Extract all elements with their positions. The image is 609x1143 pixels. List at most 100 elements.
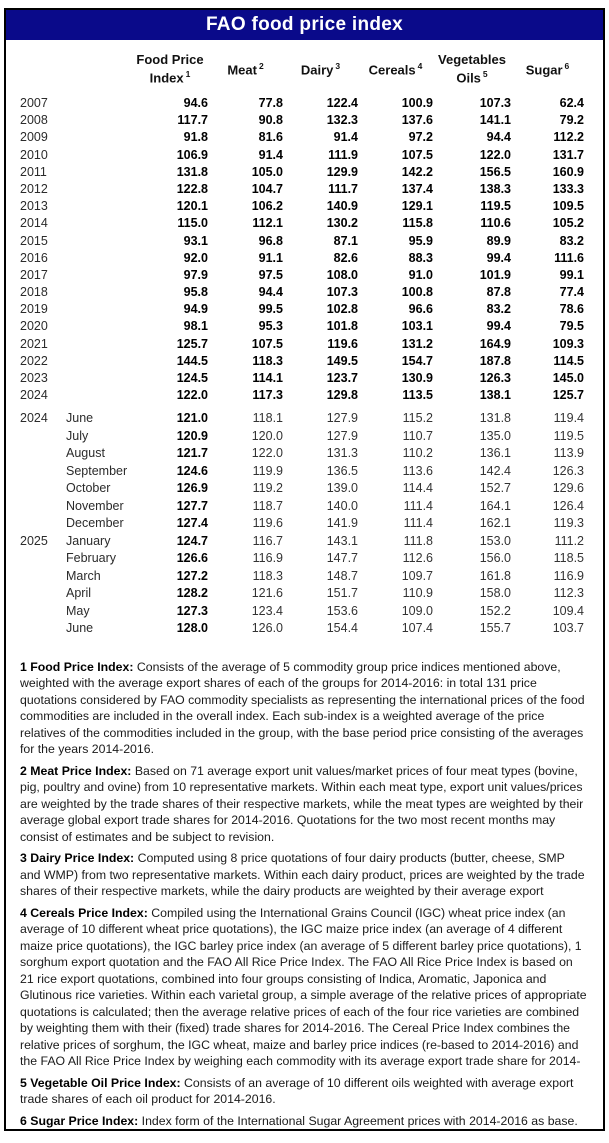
sugar-cell: 116.9 bbox=[553, 568, 584, 583]
sugar-cell: 112.3 bbox=[553, 586, 584, 601]
vegetable-oils-cell: 138.1 bbox=[479, 388, 511, 403]
meat-cell: 91.4 bbox=[258, 147, 283, 162]
vegetable-oils-cell: 131.8 bbox=[479, 411, 511, 426]
food-price-index-cell: 117.7 bbox=[177, 113, 208, 128]
food-price-index-cell: 91.8 bbox=[183, 130, 208, 145]
cereals-cell: 131.2 bbox=[401, 336, 433, 351]
cereals-cell: 100.8 bbox=[401, 285, 433, 300]
table-row: 2011 131.8 105.0 129.9 142.2 156.5 160.9 bbox=[6, 164, 603, 181]
food-price-index-cell: 126.6 bbox=[176, 551, 208, 566]
dairy-cell: 87.1 bbox=[333, 233, 358, 248]
dairy-cell: 131.3 bbox=[326, 446, 358, 461]
table-row: August 121.7 122.0 131.3 110.2 136.1 113… bbox=[6, 445, 603, 463]
month-cell: February bbox=[66, 551, 117, 566]
meat-cell: 117.3 bbox=[252, 388, 283, 403]
page-title: FAO food price index bbox=[205, 14, 404, 35]
food-price-index-cell: 120.1 bbox=[176, 199, 208, 214]
footnotes-section: 1 Food Price Index: Consists of the aver… bbox=[6, 659, 603, 1129]
year-cell: 2019 bbox=[20, 302, 48, 317]
sugar-cell: 125.7 bbox=[552, 388, 584, 403]
dairy-cell: 143.1 bbox=[326, 533, 358, 548]
sugar-cell: 160.9 bbox=[552, 164, 584, 179]
footnote-ref: 6 bbox=[564, 61, 570, 72]
year-cell: 2008 bbox=[20, 113, 48, 128]
vegetable-oils-cell: 99.4 bbox=[486, 250, 511, 265]
dairy-cell: 119.6 bbox=[327, 336, 358, 351]
table-row: May 127.3 123.4 153.6 109.0 152.2 109.4 bbox=[6, 603, 603, 621]
dairy-cell: 136.5 bbox=[326, 463, 358, 478]
column-header-dairy: Dairy 3 bbox=[283, 59, 358, 77]
food-price-index-cell: 127.2 bbox=[176, 568, 208, 583]
cereals-cell: 142.2 bbox=[401, 164, 433, 179]
sugar-cell: 118.5 bbox=[553, 551, 584, 566]
vegetable-oils-cell: 83.2 bbox=[486, 302, 511, 317]
dairy-cell: 127.9 bbox=[326, 411, 358, 426]
table-row: 2015 93.1 96.8 87.1 95.9 89.9 83.2 bbox=[6, 233, 603, 250]
year-cell: 2024 bbox=[20, 388, 48, 403]
vegetable-oils-cell: 126.3 bbox=[479, 371, 511, 385]
meat-cell: 118.1 bbox=[252, 411, 283, 426]
table-row: 2024 June 121.0 118.1 127.9 115.2 131.8 … bbox=[6, 410, 603, 428]
food-price-index-cell: 127.4 bbox=[176, 516, 208, 531]
dairy-cell: 82.6 bbox=[333, 250, 358, 265]
meat-cell: 97.5 bbox=[258, 267, 283, 282]
footnote-label: 3 Dairy Price Index: bbox=[20, 851, 135, 866]
column-header-vegetable-oils: Vegetables Oils 5 bbox=[433, 52, 511, 85]
sugar-cell: 145.0 bbox=[552, 371, 584, 385]
sugar-cell: 119.4 bbox=[553, 411, 584, 426]
cereals-cell: 111.4 bbox=[403, 498, 433, 513]
cereals-cell: 115.8 bbox=[402, 216, 433, 231]
monthly-rows-section: 2024 June 121.0 118.1 127.9 115.2 131.8 … bbox=[6, 410, 603, 638]
month-cell: March bbox=[66, 568, 101, 583]
vegetable-oils-cell: 156.5 bbox=[479, 164, 511, 179]
fao-price-table: FAO food price index Food Price Index 1 M… bbox=[4, 8, 605, 1131]
table-row: 2019 94.9 99.5 102.8 96.6 83.2 78.6 bbox=[6, 301, 603, 318]
cereals-cell: 110.9 bbox=[402, 586, 433, 601]
meat-cell: 122.0 bbox=[251, 446, 283, 461]
vegetable-oils-cell: 162.1 bbox=[479, 516, 511, 531]
footnote-ref: 1 bbox=[185, 68, 191, 79]
dairy-cell: 140.9 bbox=[326, 199, 358, 214]
table-row: 2016 92.0 91.1 82.6 88.3 99.4 111.6 bbox=[6, 250, 603, 267]
month-cell: April bbox=[66, 586, 92, 601]
month-cell: July bbox=[66, 428, 89, 443]
meat-cell: 120.0 bbox=[251, 428, 283, 443]
meat-cell: 116.7 bbox=[252, 533, 283, 548]
vegetable-oils-cell: 158.0 bbox=[479, 586, 511, 601]
year-cell: 2012 bbox=[20, 181, 48, 196]
footnote-label: 1 Food Price Index: bbox=[20, 659, 134, 674]
dairy-cell: 139.0 bbox=[326, 481, 358, 496]
meat-cell: 114.1 bbox=[252, 371, 283, 385]
food-price-index-cell: 128.2 bbox=[176, 586, 208, 601]
cereals-cell: 112.6 bbox=[402, 551, 433, 566]
table-row: 2018 95.8 94.4 107.3 100.8 87.8 77.4 bbox=[6, 284, 603, 301]
meat-cell: 106.2 bbox=[251, 199, 283, 214]
meat-cell: 105.0 bbox=[251, 164, 283, 179]
month-cell: May bbox=[66, 603, 90, 618]
dairy-cell: 130.2 bbox=[326, 216, 358, 231]
meat-cell: 90.8 bbox=[258, 113, 283, 128]
vegetable-oils-cell: 164.9 bbox=[479, 336, 511, 351]
meat-cell: 118.3 bbox=[252, 353, 283, 368]
vegetable-oils-cell: 152.2 bbox=[479, 603, 511, 618]
footnote-text: Compiled using the International Grains … bbox=[20, 905, 587, 1069]
vegetable-oils-cell: 119.5 bbox=[480, 199, 511, 214]
vegetable-oils-cell: 135.0 bbox=[479, 428, 511, 443]
sugar-cell: 126.3 bbox=[552, 463, 584, 478]
month-cell: January bbox=[66, 533, 111, 548]
meat-cell: 94.4 bbox=[258, 285, 283, 300]
vegetable-oils-cell: 138.3 bbox=[479, 181, 511, 196]
cereals-cell: 88.3 bbox=[408, 250, 433, 265]
footnote: 4 Cereals Price Index: Compiled using th… bbox=[20, 905, 587, 1070]
sugar-cell: 112.2 bbox=[553, 130, 584, 145]
month-cell: June bbox=[66, 411, 94, 426]
food-price-index-cell: 115.0 bbox=[177, 216, 208, 231]
cereals-cell: 154.7 bbox=[401, 353, 433, 368]
cereals-cell: 110.2 bbox=[402, 446, 433, 461]
food-price-index-cell: 106.9 bbox=[176, 147, 208, 162]
dairy-cell: 102.8 bbox=[326, 302, 358, 317]
table-row: 2010 106.9 91.4 111.9 107.5 122.0 131.7 bbox=[6, 147, 603, 164]
dairy-cell: 132.3 bbox=[326, 113, 358, 128]
vegetable-oils-cell: 152.7 bbox=[479, 481, 511, 496]
footnote-label: 5 Vegetable Oil Price Index: bbox=[20, 1075, 181, 1090]
